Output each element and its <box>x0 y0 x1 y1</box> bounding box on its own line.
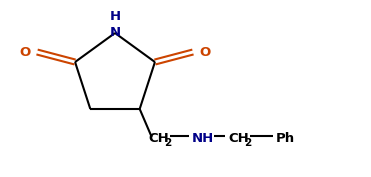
Text: 2: 2 <box>244 138 251 148</box>
Text: CH: CH <box>228 132 249 145</box>
Text: O: O <box>199 45 211 59</box>
Text: 2: 2 <box>164 138 171 148</box>
Text: CH: CH <box>148 132 169 145</box>
Text: O: O <box>19 45 31 59</box>
Text: H: H <box>109 10 121 24</box>
Text: N: N <box>109 27 121 39</box>
Text: Ph: Ph <box>276 132 295 145</box>
Text: NH: NH <box>192 132 214 145</box>
